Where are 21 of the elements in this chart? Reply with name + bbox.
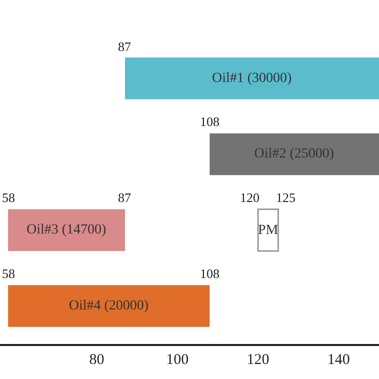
bar [210, 133, 379, 176]
annotation: 125 [276, 190, 296, 205]
annotation: 120 [240, 190, 260, 205]
data-label: Oil#3 (14700) [26, 222, 107, 238]
annotation: 108 [200, 266, 220, 281]
x-tick-label: 120 [246, 352, 270, 368]
bar [8, 209, 125, 252]
band-label: PM [258, 223, 279, 238]
annotation: 58 [2, 190, 15, 205]
x-tick-label: 80 [89, 352, 104, 368]
annotation: 108 [200, 114, 220, 129]
annotation: 87 [118, 190, 132, 205]
annotation: 58 [2, 266, 15, 281]
data-label: Oil#1 (30000) [212, 70, 292, 86]
data-label: Oil#2 (25000) [254, 146, 334, 162]
bar [8, 285, 210, 327]
x-tick-label: 140 [327, 352, 350, 368]
annotation: 87 [118, 39, 132, 54]
data-label: Oil#4 (20000) [68, 298, 149, 314]
x-tick-label: 100 [166, 352, 189, 368]
bar [124, 57, 379, 100]
